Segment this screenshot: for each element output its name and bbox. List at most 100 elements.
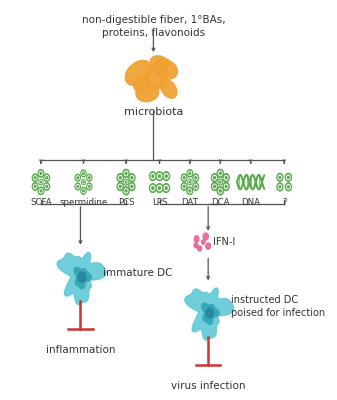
Circle shape [211, 174, 218, 182]
Circle shape [82, 172, 85, 175]
Circle shape [219, 171, 222, 176]
Circle shape [75, 183, 80, 190]
Circle shape [187, 187, 193, 194]
Circle shape [157, 174, 161, 179]
Circle shape [81, 170, 86, 177]
Text: DCA: DCA [211, 198, 229, 207]
Circle shape [39, 180, 43, 185]
Circle shape [131, 185, 133, 188]
Circle shape [152, 175, 154, 178]
Circle shape [89, 177, 90, 179]
Circle shape [220, 181, 221, 183]
Circle shape [287, 185, 290, 189]
Circle shape [76, 185, 79, 188]
Circle shape [123, 187, 129, 195]
Circle shape [225, 177, 227, 179]
Circle shape [183, 176, 186, 180]
Circle shape [195, 186, 196, 188]
Circle shape [224, 176, 228, 180]
Circle shape [40, 190, 42, 192]
Circle shape [206, 308, 213, 318]
Circle shape [124, 189, 128, 193]
Circle shape [164, 174, 168, 179]
Ellipse shape [160, 79, 177, 98]
Circle shape [89, 186, 90, 188]
Circle shape [152, 187, 154, 189]
Circle shape [194, 236, 199, 242]
Circle shape [78, 272, 86, 282]
Circle shape [125, 190, 127, 192]
Circle shape [285, 174, 292, 181]
Circle shape [150, 172, 156, 180]
Circle shape [211, 182, 218, 190]
Circle shape [75, 174, 80, 181]
Polygon shape [185, 288, 234, 340]
Text: virus infection: virus infection [171, 381, 245, 391]
Circle shape [131, 177, 133, 179]
Circle shape [77, 186, 79, 188]
Text: microbiota: microbiota [124, 107, 183, 117]
Circle shape [217, 169, 223, 178]
Circle shape [46, 186, 48, 188]
Circle shape [193, 183, 198, 190]
Circle shape [183, 184, 186, 188]
Circle shape [117, 182, 123, 190]
Circle shape [219, 190, 221, 192]
Circle shape [188, 189, 191, 193]
Circle shape [287, 176, 289, 178]
Circle shape [219, 189, 222, 193]
Circle shape [38, 187, 44, 194]
Text: IFN-I: IFN-I [213, 237, 235, 247]
Circle shape [119, 185, 121, 188]
Circle shape [82, 189, 85, 193]
Circle shape [188, 180, 192, 185]
Circle shape [129, 182, 135, 190]
Ellipse shape [146, 65, 167, 89]
Circle shape [214, 177, 215, 179]
Circle shape [44, 174, 50, 182]
Circle shape [183, 177, 185, 179]
Ellipse shape [136, 84, 159, 102]
Text: inflammation: inflammation [46, 345, 115, 355]
Circle shape [40, 181, 41, 183]
Circle shape [194, 184, 197, 188]
Text: DAT: DAT [181, 198, 198, 207]
Circle shape [214, 185, 215, 188]
Circle shape [151, 174, 155, 179]
Circle shape [130, 184, 133, 189]
Circle shape [77, 177, 79, 179]
Circle shape [206, 243, 211, 249]
Circle shape [279, 176, 281, 178]
Circle shape [158, 187, 160, 189]
Circle shape [194, 176, 197, 180]
Ellipse shape [125, 60, 151, 85]
Circle shape [34, 176, 37, 180]
Circle shape [197, 246, 202, 251]
Circle shape [83, 181, 85, 184]
Circle shape [32, 174, 38, 182]
Circle shape [189, 181, 190, 183]
Circle shape [165, 175, 167, 178]
Circle shape [219, 180, 221, 184]
Circle shape [88, 176, 91, 180]
Circle shape [158, 175, 160, 178]
Circle shape [188, 171, 191, 176]
Circle shape [163, 184, 170, 192]
Circle shape [45, 184, 48, 188]
Circle shape [45, 176, 48, 180]
Circle shape [39, 189, 42, 193]
Circle shape [189, 190, 191, 192]
Circle shape [32, 183, 38, 190]
Text: PCS: PCS [118, 198, 134, 207]
Circle shape [189, 181, 191, 184]
Polygon shape [202, 303, 219, 324]
Text: instructed DC
poised for infection: instructed DC poised for infection [231, 295, 325, 318]
Circle shape [277, 183, 283, 191]
Circle shape [117, 174, 123, 182]
Circle shape [165, 187, 167, 189]
Circle shape [287, 186, 289, 188]
Polygon shape [74, 268, 92, 289]
Circle shape [88, 185, 91, 188]
Circle shape [150, 184, 156, 192]
Ellipse shape [134, 78, 149, 92]
